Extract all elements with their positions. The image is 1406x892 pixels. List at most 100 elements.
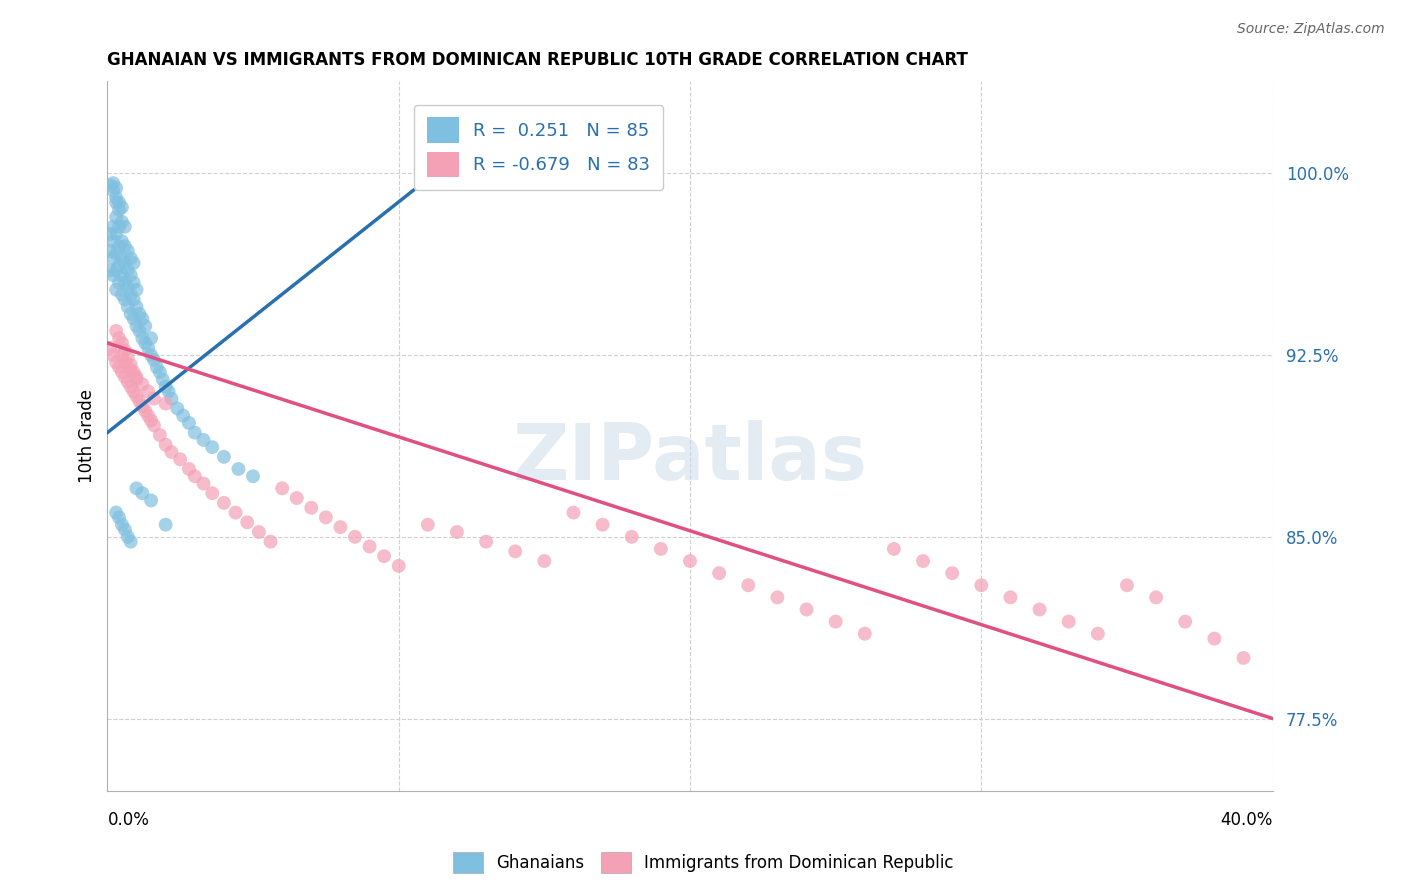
Point: [177, 416, 200, 430]
Point: [285, 491, 308, 505]
Point: [446, 524, 468, 539]
Point: [152, 372, 174, 386]
Point: [131, 331, 153, 345]
Point: [143, 392, 166, 406]
Point: [98, 244, 121, 258]
Point: [105, 195, 128, 210]
Y-axis label: 10th Grade: 10th Grade: [79, 389, 96, 483]
Point: [108, 510, 131, 524]
Point: [103, 251, 125, 265]
Point: [114, 219, 136, 234]
Point: [259, 534, 281, 549]
Point: [114, 239, 136, 253]
Point: [883, 541, 905, 556]
Point: [105, 263, 128, 277]
Point: [108, 219, 131, 234]
Point: [131, 311, 153, 326]
Point: [650, 541, 672, 556]
Point: [212, 496, 235, 510]
Point: [120, 307, 142, 321]
Point: [117, 263, 139, 277]
Point: [242, 469, 264, 483]
Point: [131, 377, 153, 392]
Point: [1000, 591, 1022, 605]
Point: [166, 401, 188, 416]
Point: [122, 384, 145, 399]
Point: [146, 360, 169, 375]
Point: [475, 534, 498, 549]
Point: [98, 263, 121, 277]
Point: [139, 493, 162, 508]
Point: [125, 283, 148, 297]
Point: [737, 578, 759, 592]
Point: [117, 530, 139, 544]
Point: [155, 396, 177, 410]
Point: [941, 566, 963, 581]
Point: [1057, 615, 1080, 629]
Point: [117, 300, 139, 314]
Point: [679, 554, 702, 568]
Point: [117, 375, 139, 389]
Point: [184, 425, 207, 440]
Point: [125, 372, 148, 386]
Point: [98, 178, 121, 193]
Point: [125, 319, 148, 334]
Point: [122, 365, 145, 379]
Point: [125, 370, 148, 384]
Text: 40.0%: 40.0%: [1220, 811, 1272, 829]
Point: [149, 428, 172, 442]
Point: [562, 506, 585, 520]
Point: [111, 517, 134, 532]
Point: [212, 450, 235, 464]
Point: [155, 379, 177, 393]
Point: [373, 549, 395, 564]
Point: [111, 234, 134, 248]
Point: [114, 293, 136, 307]
Point: [169, 452, 191, 467]
Point: [1144, 591, 1167, 605]
Point: [201, 486, 224, 500]
Point: [108, 276, 131, 290]
Point: [247, 524, 270, 539]
Point: [853, 626, 876, 640]
Point: [120, 534, 142, 549]
Point: [766, 591, 789, 605]
Point: [108, 239, 131, 253]
Point: [503, 544, 526, 558]
Point: [228, 462, 250, 476]
Point: [134, 319, 156, 334]
Point: [111, 287, 134, 301]
Point: [105, 227, 128, 241]
Point: [155, 517, 177, 532]
Point: [122, 293, 145, 307]
Point: [111, 348, 134, 362]
Point: [117, 280, 139, 294]
Point: [114, 523, 136, 537]
Point: [1174, 615, 1197, 629]
Text: Source: ZipAtlas.com: Source: ZipAtlas.com: [1237, 22, 1385, 37]
Point: [160, 445, 183, 459]
Point: [136, 409, 159, 423]
Point: [329, 520, 352, 534]
Point: [139, 413, 162, 427]
Point: [98, 227, 121, 241]
Point: [111, 365, 134, 379]
Point: [105, 246, 128, 260]
Point: [111, 336, 134, 351]
Point: [114, 343, 136, 358]
Point: [1028, 602, 1050, 616]
Point: [120, 268, 142, 282]
Point: [114, 276, 136, 290]
Point: [114, 256, 136, 270]
Point: [160, 392, 183, 406]
Point: [111, 251, 134, 265]
Text: GHANAIAN VS IMMIGRANTS FROM DOMINICAN REPUBLIC 10TH GRADE CORRELATION CHART: GHANAIAN VS IMMIGRANTS FROM DOMINICAN RE…: [107, 51, 969, 69]
Point: [299, 500, 322, 515]
Point: [114, 370, 136, 384]
Point: [122, 256, 145, 270]
Point: [105, 506, 128, 520]
Point: [172, 409, 194, 423]
Point: [707, 566, 730, 581]
Point: [359, 540, 381, 554]
Point: [103, 219, 125, 234]
